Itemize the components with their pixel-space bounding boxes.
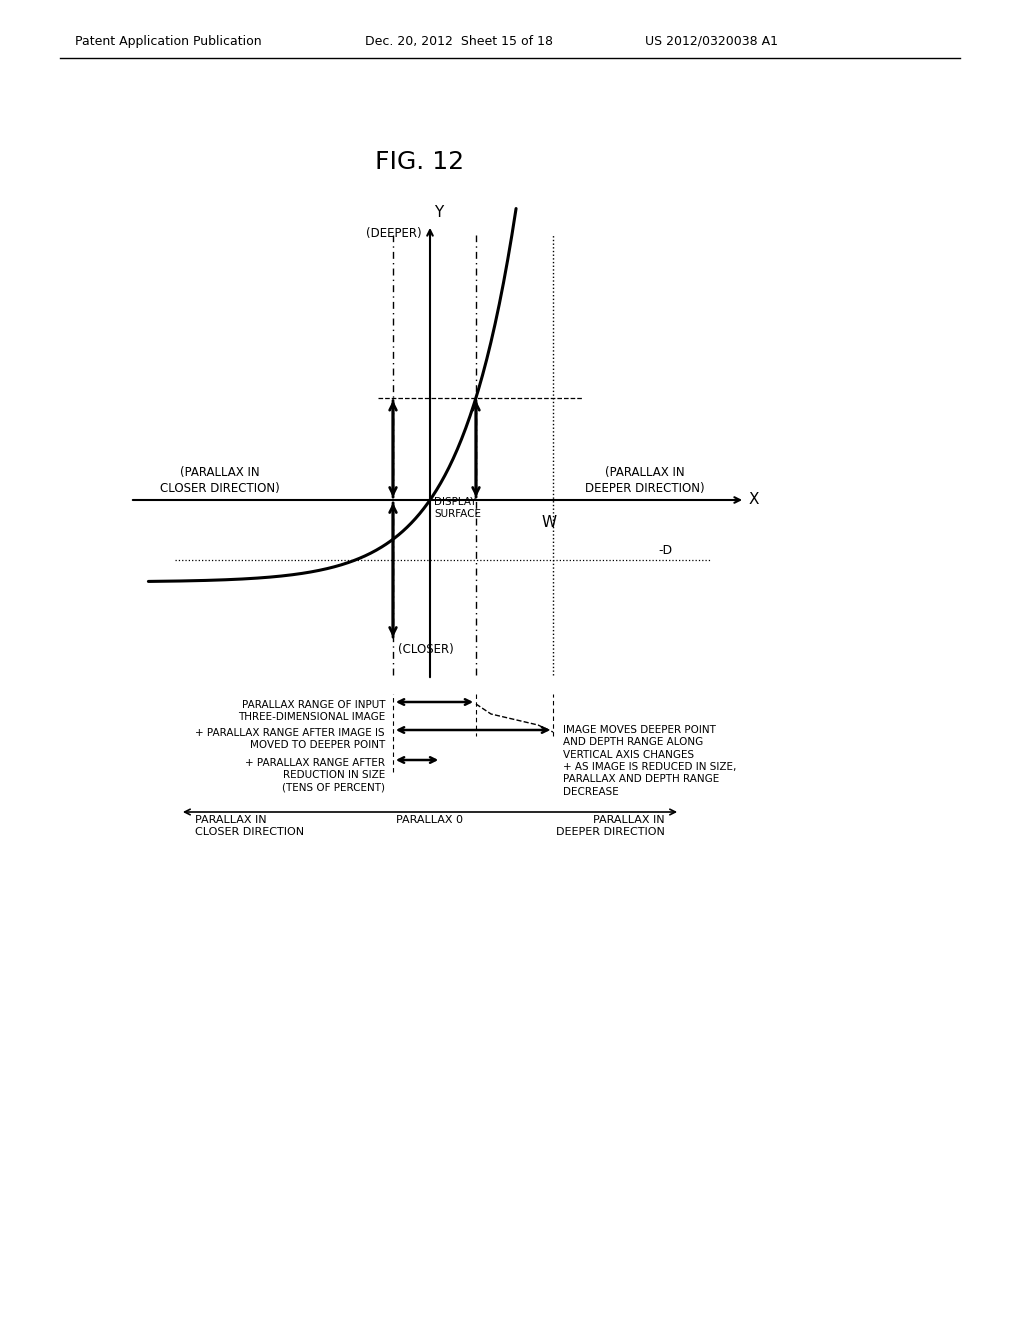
Text: X: X — [749, 492, 760, 507]
Text: + PARALLAX RANGE AFTER IMAGE IS
MOVED TO DEEPER POINT: + PARALLAX RANGE AFTER IMAGE IS MOVED TO… — [196, 729, 385, 750]
Text: (PARALLAX IN
CLOSER DIRECTION): (PARALLAX IN CLOSER DIRECTION) — [160, 466, 280, 495]
Text: W: W — [542, 515, 557, 531]
Text: -D: -D — [658, 544, 672, 557]
Text: (DEEPER): (DEEPER) — [367, 227, 422, 240]
Text: PARALLAX IN
DEEPER DIRECTION: PARALLAX IN DEEPER DIRECTION — [556, 814, 665, 837]
Text: Dec. 20, 2012  Sheet 15 of 18: Dec. 20, 2012 Sheet 15 of 18 — [365, 36, 553, 48]
Text: + AS IMAGE IS REDUCED IN SIZE,
PARALLAX AND DEPTH RANGE
DECREASE: + AS IMAGE IS REDUCED IN SIZE, PARALLAX … — [563, 762, 736, 797]
Text: Patent Application Publication: Patent Application Publication — [75, 36, 261, 48]
Text: IMAGE MOVES DEEPER POINT
AND DEPTH RANGE ALONG
VERTICAL AXIS CHANGES: IMAGE MOVES DEEPER POINT AND DEPTH RANGE… — [563, 725, 716, 760]
Text: + PARALLAX RANGE AFTER
REDUCTION IN SIZE
(TENS OF PERCENT): + PARALLAX RANGE AFTER REDUCTION IN SIZE… — [245, 758, 385, 793]
Text: FIG. 12: FIG. 12 — [376, 150, 465, 174]
Text: PARALLAX RANGE OF INPUT
THREE-DIMENSIONAL IMAGE: PARALLAX RANGE OF INPUT THREE-DIMENSIONA… — [238, 700, 385, 722]
Text: (PARALLAX IN
DEEPER DIRECTION): (PARALLAX IN DEEPER DIRECTION) — [585, 466, 705, 495]
Text: DISPLAY
SURFACE: DISPLAY SURFACE — [434, 498, 481, 519]
Text: PARALLAX IN
CLOSER DIRECTION: PARALLAX IN CLOSER DIRECTION — [195, 814, 304, 837]
Text: Y: Y — [434, 205, 443, 220]
Text: (CLOSER): (CLOSER) — [398, 643, 454, 656]
Text: US 2012/0320038 A1: US 2012/0320038 A1 — [645, 36, 778, 48]
Text: PARALLAX 0: PARALLAX 0 — [396, 814, 464, 825]
